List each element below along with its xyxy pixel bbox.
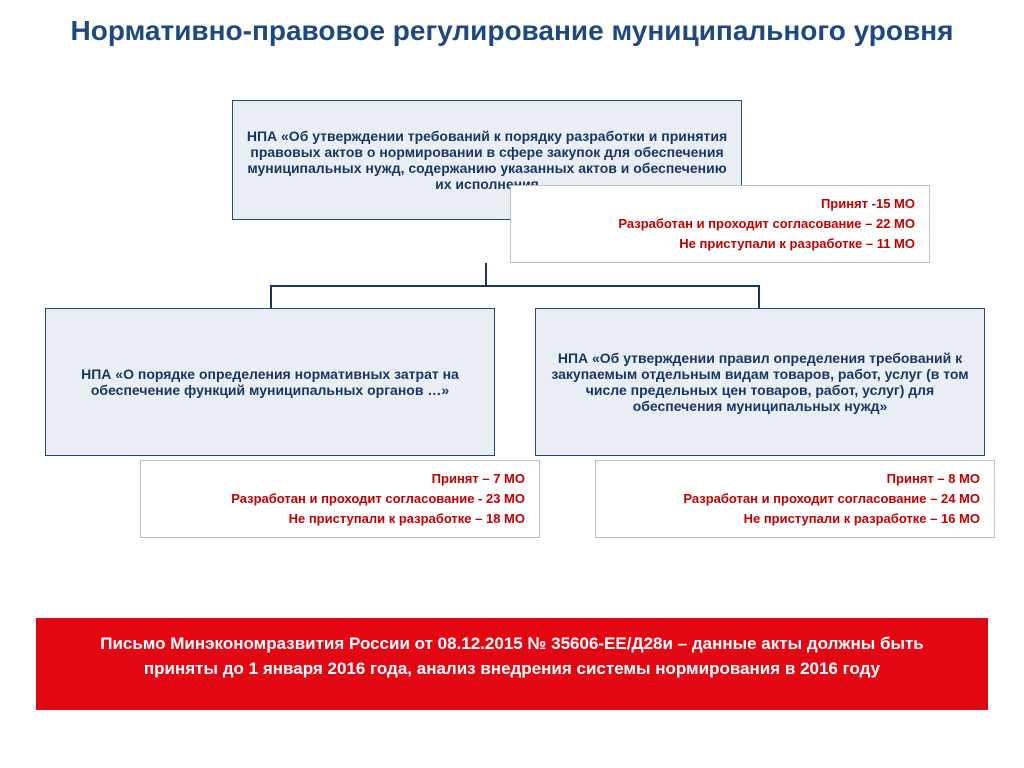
right-status-line3: Не приступали к разработке – 16 МО — [610, 509, 980, 529]
connector-v-top — [485, 263, 487, 285]
left-status-box: Принят – 7 МО Разработан и проходит согл… — [140, 460, 540, 538]
footer-notice: Письмо Минэкономразвития России от 08.12… — [36, 618, 988, 710]
right-status-box: Принят – 8 МО Разработан и проходит согл… — [595, 460, 995, 538]
top-status-line3: Не приступали к разработке – 11 МО — [525, 234, 915, 254]
top-status-line2: Разработан и проходит согласование – 22 … — [525, 214, 915, 234]
connector-v-right — [758, 285, 760, 308]
left-status-line3: Не приступали к разработке – 18 МО — [155, 509, 525, 529]
connector-v-left — [270, 285, 272, 308]
right-status-line1: Принят – 8 МО — [610, 469, 980, 489]
page-title: Нормативно-правовое регулирование муници… — [0, 0, 1024, 56]
right-status-line2: Разработан и проходит согласование – 24 … — [610, 489, 980, 509]
connector-h — [270, 285, 760, 287]
left-status-line2: Разработан и проходит согласование - 23 … — [155, 489, 525, 509]
left-status-line1: Принят – 7 МО — [155, 469, 525, 489]
top-status-line1: Принят -15 МО — [525, 194, 915, 214]
left-npa-box: НПА «О порядке определения нормативных з… — [45, 308, 495, 456]
right-npa-box: НПА «Об утверждении правил определения т… — [535, 308, 985, 456]
top-status-box: Принят -15 МО Разработан и проходит согл… — [510, 185, 930, 263]
